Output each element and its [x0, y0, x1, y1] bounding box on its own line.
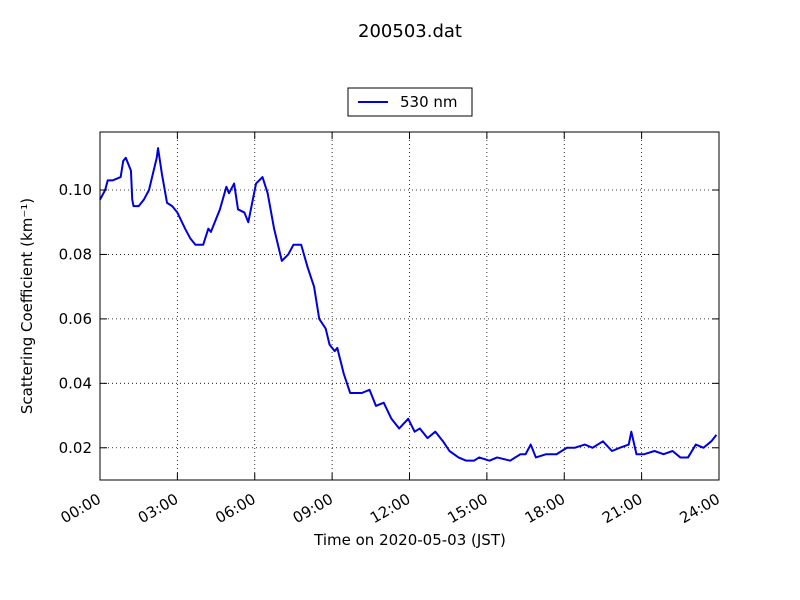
- x-axis-label: Time on 2020-05-03 (JST): [313, 531, 506, 549]
- chart-title: 200503.dat: [358, 21, 462, 42]
- data-line: [99, 147, 718, 462]
- y-axis-label: Scattering Coefficient (km⁻¹): [18, 198, 36, 414]
- y-tick-label: 0.06: [59, 310, 92, 328]
- y-tick-label: 0.04: [59, 374, 92, 392]
- y-tick-label: 0.10: [59, 181, 92, 199]
- y-tick-label: 0.08: [59, 245, 92, 263]
- legend-label: 530 nm: [400, 93, 458, 111]
- plot: [99, 147, 718, 462]
- y-tick-label: 0.02: [59, 439, 92, 457]
- legend: 530 nm: [347, 87, 473, 117]
